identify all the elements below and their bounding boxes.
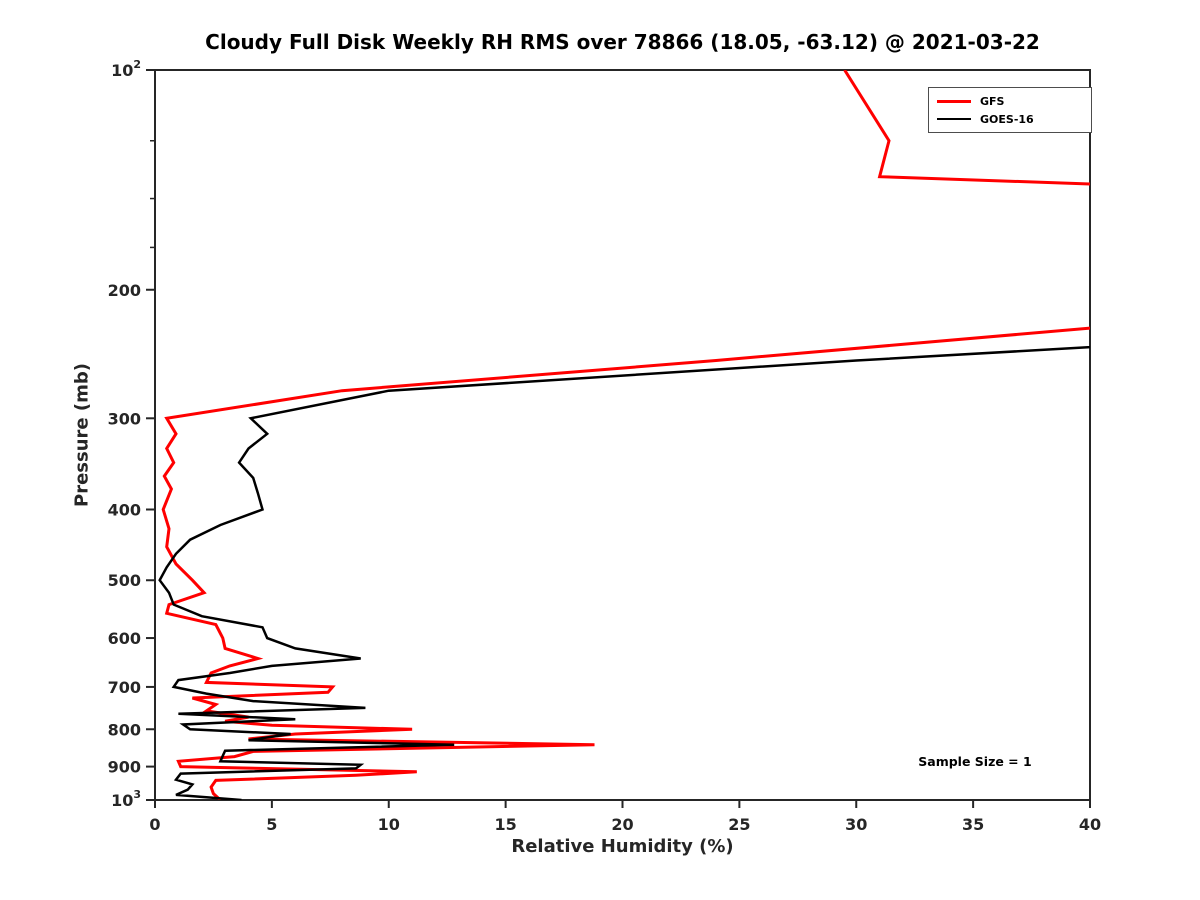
x-tick-label: 15 [494,815,516,834]
chart-title: Cloudy Full Disk Weekly RH RMS over 7886… [205,30,1040,54]
x-tick-label: 35 [962,815,984,834]
y-tick-label: 300 [108,409,141,428]
x-tick-label: 10 [378,815,400,834]
y-tick-label: 400 [108,501,141,520]
x-tick-label: 40 [1079,815,1101,834]
x-tick-label: 5 [266,815,277,834]
legend-label-goes16: GOES-16 [980,112,1034,126]
y-tick-label: 800 [108,720,141,739]
goes16-line-swatch [937,118,971,120]
y-tick-label: 200 [108,281,141,300]
legend-entry-gfs: GFS [937,95,1091,108]
series-line-gfs [161,70,1090,800]
x-tick-label: 30 [845,815,867,834]
legend-label-gfs: GFS [980,94,1005,108]
y-tick-label: 600 [108,629,141,648]
series-line-goes-16 [158,345,1090,800]
y-tick-label: 102 [111,58,141,80]
y-tick-label: 900 [108,758,141,777]
x-tick-label: 20 [611,815,633,834]
gfs-line-swatch [937,99,971,103]
legend: GFS GOES-16 [928,87,1092,133]
y-tick-label: 103 [111,788,141,810]
y-tick-label: 700 [108,678,141,697]
x-tick-label: 0 [149,815,160,834]
x-axis-label: Relative Humidity (%) [511,836,734,857]
legend-entry-goes16: GOES-16 [937,113,1091,126]
y-tick-label: 500 [108,571,141,590]
x-tick-label: 25 [728,815,750,834]
sample-size-annotation: Sample Size = 1 [918,754,1032,769]
